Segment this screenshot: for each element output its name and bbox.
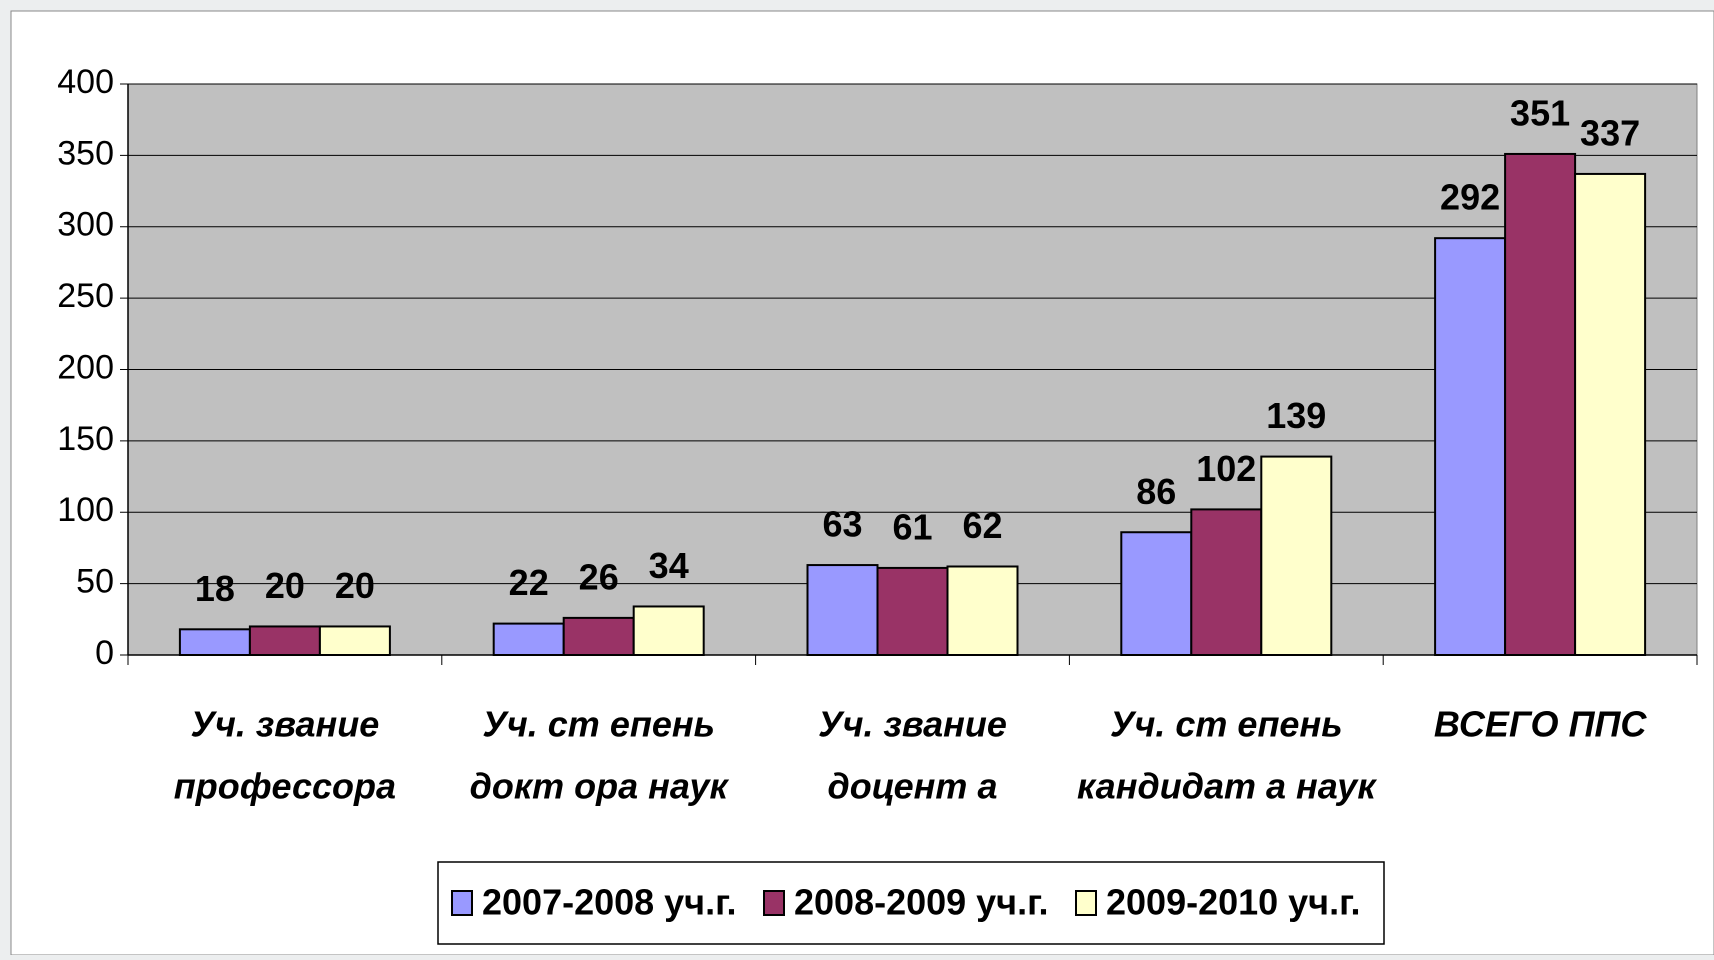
x-tick-label: Уч. ст епень	[482, 704, 715, 745]
bar	[1190, 508, 1263, 656]
y-tick-label: 350	[57, 134, 114, 172]
x-tick-label: кандидат а наук	[1077, 766, 1377, 807]
y-tick-label: 50	[76, 563, 114, 601]
value-label: 34	[649, 545, 689, 586]
bar	[632, 605, 705, 657]
bar	[946, 565, 1019, 656]
legend-swatch	[763, 890, 785, 916]
bar	[562, 616, 635, 657]
bar	[178, 628, 251, 656]
x-tick-label: Уч. звание	[191, 704, 380, 745]
x-tick-label: доцент а	[828, 766, 998, 807]
y-tick-label: 100	[57, 491, 114, 529]
x-tick-label: профессора	[174, 766, 396, 807]
value-label: 63	[822, 504, 862, 545]
legend	[437, 861, 1385, 945]
bar	[876, 566, 949, 656]
legend-swatch	[1075, 890, 1097, 916]
value-label: 139	[1266, 395, 1326, 436]
value-label: 337	[1580, 112, 1640, 153]
value-label: 22	[509, 562, 549, 603]
value-label: 102	[1196, 448, 1256, 489]
value-label: 20	[335, 565, 375, 606]
y-tick-label: 200	[57, 348, 114, 386]
value-label: 20	[265, 565, 305, 606]
legend-label: 2009-2010 уч.г.	[1106, 882, 1360, 923]
bar	[492, 622, 565, 656]
legend-label: 2008-2009 уч.г.	[794, 882, 1048, 923]
y-tick-label: 250	[57, 277, 114, 315]
bar	[1574, 172, 1647, 656]
value-label: 86	[1136, 471, 1176, 512]
y-tick-label: 400	[57, 63, 114, 101]
y-tick-label: 0	[95, 634, 114, 672]
bar	[806, 564, 879, 657]
bar	[1120, 531, 1193, 656]
value-label: 351	[1510, 92, 1570, 133]
bar	[248, 625, 321, 657]
value-label: 61	[892, 506, 932, 547]
y-tick-label: 300	[57, 206, 114, 244]
bar	[318, 625, 391, 657]
y-tick-label: 150	[57, 420, 114, 458]
x-tick-label: ВСЕГО ППС	[1434, 704, 1648, 745]
bar	[1504, 152, 1577, 656]
bar	[1434, 237, 1507, 656]
x-tick-label: докт ора наук	[470, 766, 730, 807]
bar	[1260, 455, 1333, 657]
value-label: 18	[195, 568, 235, 609]
legend-label: 2007-2008 уч.г.	[482, 882, 736, 923]
value-label: 62	[962, 505, 1002, 546]
value-label: 292	[1440, 177, 1500, 218]
x-tick-label: Уч. звание	[818, 704, 1007, 745]
value-label: 26	[579, 556, 619, 597]
legend-swatch	[451, 890, 473, 916]
x-tick-label: Уч. ст епень	[1110, 704, 1343, 745]
